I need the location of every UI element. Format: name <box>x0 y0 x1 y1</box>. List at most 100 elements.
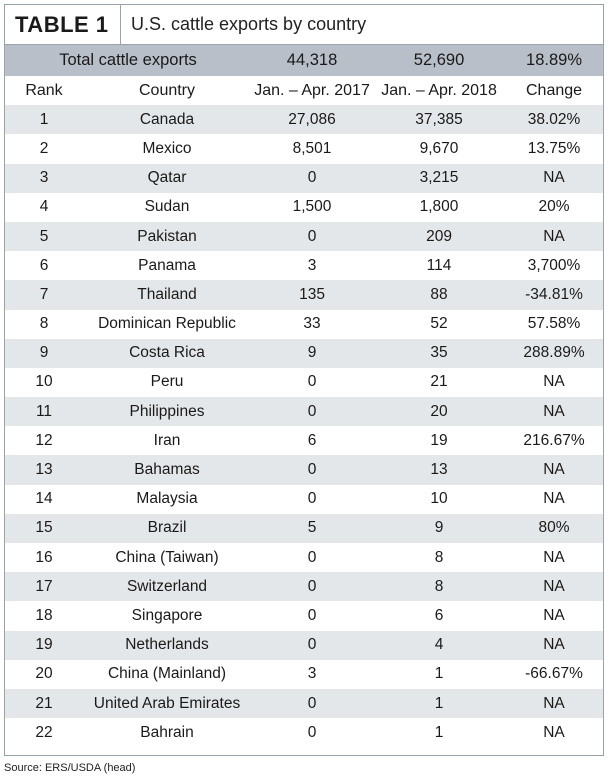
cell-change: NA <box>505 601 604 631</box>
header-country: Country <box>83 76 252 106</box>
header-change: Change <box>505 76 604 106</box>
cell-2017: 0 <box>251 601 374 631</box>
cell-rank: 6 <box>5 251 83 281</box>
cell-country: Malaysia <box>83 484 252 514</box>
header-2017: Jan. – Apr. 2017 <box>251 76 374 106</box>
cell-change: 13.75% <box>505 134 604 164</box>
cell-country: Pakistan <box>83 221 252 252</box>
table-row: 16 China (Taiwan) 0 8 NA <box>5 543 604 573</box>
cell-country: Qatar <box>83 163 252 193</box>
cell-rank: 9 <box>5 338 83 368</box>
cell-country: Mexico <box>83 134 252 164</box>
table-row: 20 China (Mainland) 3 1 -66.67% <box>5 659 604 689</box>
cell-2018: 1 <box>373 659 506 689</box>
table-row: 11 Philippines 0 20 NA <box>5 397 604 427</box>
cell-rank: 1 <box>5 105 83 135</box>
cell-change: 3,700% <box>505 251 604 281</box>
cell-country: Bahrain <box>83 718 252 748</box>
cell-change: NA <box>505 572 604 602</box>
table-title-bar: TABLE 1 U.S. cattle exports by country <box>5 5 603 45</box>
cell-change: -66.67% <box>505 659 604 689</box>
cell-change: 57.58% <box>505 309 604 339</box>
cell-country: Canada <box>83 105 252 135</box>
cell-change: 80% <box>505 513 604 543</box>
cell-2018: 20 <box>373 397 506 427</box>
cell-2017: 0 <box>251 455 374 485</box>
cell-change: -34.81% <box>505 280 604 310</box>
table-row: 10 Peru 0 21 NA <box>5 367 604 398</box>
table-row: 21 United Arab Emirates 0 1 NA <box>5 688 604 719</box>
cell-country: United Arab Emirates <box>83 688 252 719</box>
cell-2017: 0 <box>251 221 374 252</box>
cell-2018: 13 <box>373 455 506 485</box>
cell-2017: 9 <box>251 338 374 368</box>
cell-2017: 8,501 <box>251 134 374 164</box>
table-row: 6 Panama 3 114 3,700% <box>5 251 604 281</box>
cell-2017: 0 <box>251 543 374 573</box>
table-row: 9 Costa Rica 9 35 288.89% <box>5 338 604 368</box>
cell-change: NA <box>505 455 604 485</box>
cell-rank: 18 <box>5 601 83 631</box>
cell-2018: 9,670 <box>373 134 506 164</box>
table-row: 15 Brazil 5 9 80% <box>5 513 604 543</box>
cell-2018: 9 <box>373 513 506 543</box>
cell-2017: 3 <box>251 659 374 689</box>
cell-rank: 17 <box>5 572 83 602</box>
cell-country: Iran <box>83 426 252 456</box>
cell-2018: 3,215 <box>373 163 506 193</box>
cell-2017: 3 <box>251 251 374 281</box>
total-2017: 44,318 <box>251 45 374 76</box>
table-title: U.S. cattle exports by country <box>131 14 367 34</box>
table-row: 5 Pakistan 0 209 NA <box>5 221 604 252</box>
cell-rank: 12 <box>5 426 83 456</box>
cell-country: Netherlands <box>83 630 252 660</box>
cell-rank: 4 <box>5 192 83 222</box>
cell-rank: 22 <box>5 718 83 748</box>
cell-country: Brazil <box>83 513 252 543</box>
cell-rank: 21 <box>5 688 83 719</box>
cell-2017: 33 <box>251 309 374 339</box>
cell-2018: 1 <box>373 688 506 719</box>
cell-change: NA <box>505 163 604 193</box>
cell-country: Sudan <box>83 192 252 222</box>
cell-rank: 16 <box>5 543 83 573</box>
table-number: TABLE 1 <box>5 5 121 44</box>
cell-2017: 0 <box>251 484 374 514</box>
total-row: Total cattle exports 44,318 52,690 18.89… <box>5 45 604 76</box>
cell-2018: 21 <box>373 367 506 398</box>
cell-2018: 52 <box>373 309 506 339</box>
cell-2018: 19 <box>373 426 506 456</box>
cell-country: Dominican Republic <box>83 309 252 339</box>
cell-country: Peru <box>83 367 252 398</box>
cell-2018: 8 <box>373 543 506 573</box>
cell-2017: 5 <box>251 513 374 543</box>
header-rank: Rank <box>5 76 83 106</box>
cell-rank: 8 <box>5 309 83 339</box>
total-2018: 52,690 <box>373 45 506 76</box>
cell-rank: 20 <box>5 659 83 689</box>
table-row: 12 Iran 6 19 216.67% <box>5 426 604 456</box>
cell-country: Costa Rica <box>83 338 252 368</box>
cell-rank: 10 <box>5 367 83 398</box>
cell-change: NA <box>505 688 604 719</box>
cell-rank: 14 <box>5 484 83 514</box>
table-frame: TABLE 1 U.S. cattle exports by country T… <box>4 4 604 756</box>
cell-rank: 19 <box>5 630 83 660</box>
cell-2017: 0 <box>251 572 374 602</box>
cell-country: Philippines <box>83 397 252 427</box>
cell-2017: 0 <box>251 163 374 193</box>
cell-country: Bahamas <box>83 455 252 485</box>
cell-2018: 37,385 <box>373 105 506 135</box>
cell-change: NA <box>505 718 604 748</box>
cell-rank: 3 <box>5 163 83 193</box>
cell-change: NA <box>505 630 604 660</box>
cell-2017: 0 <box>251 367 374 398</box>
cell-2018: 88 <box>373 280 506 310</box>
cell-change: 20% <box>505 192 604 222</box>
table-row: 13 Bahamas 0 13 NA <box>5 455 604 485</box>
table-row: 14 Malaysia 0 10 NA <box>5 484 604 514</box>
exports-table: Total cattle exports 44,318 52,690 18.89… <box>5 45 604 748</box>
cell-country: Switzerland <box>83 572 252 602</box>
cell-2017: 6 <box>251 426 374 456</box>
cell-2017: 0 <box>251 718 374 748</box>
